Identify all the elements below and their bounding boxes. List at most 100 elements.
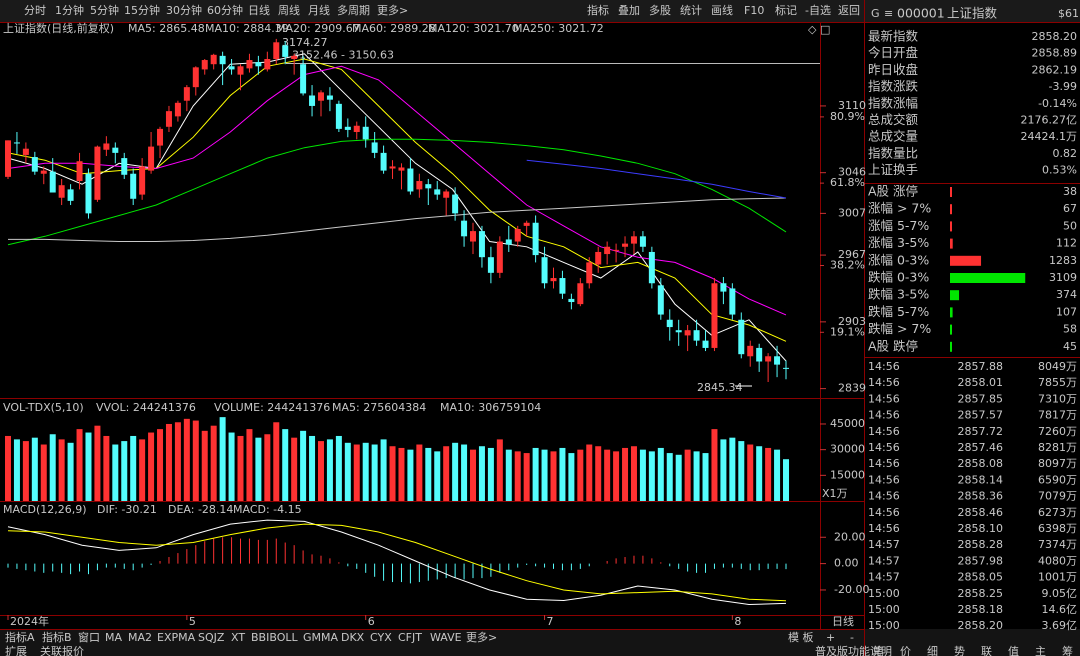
quote-label: 总成交额: [868, 112, 919, 127]
indicator-tab[interactable]: GMMA: [303, 631, 339, 644]
volume-bar: [94, 425, 101, 501]
status-item[interactable]: 扩展: [5, 644, 27, 656]
window-icons[interactable]: ◇ □: [808, 23, 830, 36]
status-item[interactable]: 势: [954, 645, 965, 656]
toolbar-button[interactable]: -自选: [805, 4, 831, 17]
toolbar-tab[interactable]: 15分钟: [124, 3, 160, 17]
volume-bar: [264, 434, 271, 501]
quote-label: 总成交量: [868, 129, 918, 144]
toolbar-tab[interactable]: 5分钟: [90, 3, 119, 17]
candle-body: [219, 55, 226, 65]
status-item[interactable]: 联: [981, 645, 992, 656]
toolbar-button[interactable]: 画线: [711, 3, 733, 17]
toolbar-tab[interactable]: 周线: [278, 3, 300, 17]
candle-body: [309, 95, 316, 106]
indicator-tab[interactable]: MA: [105, 631, 122, 644]
candle-body: [478, 231, 485, 258]
toolbar-button[interactable]: 多股: [649, 3, 671, 17]
indicator-tab[interactable]: MA2: [128, 631, 152, 644]
quote-label: 指数涨幅: [868, 95, 918, 110]
toolbar-tab[interactable]: 月线: [308, 3, 330, 17]
indicator-tab[interactable]: WAVE: [430, 631, 462, 644]
indicator-tab[interactable]: DKX: [341, 631, 365, 644]
indicator-tab[interactable]: 窗口: [78, 630, 100, 644]
volume-bar: [720, 439, 727, 501]
status-item[interactable]: 笔: [873, 644, 884, 656]
tick-time: 14:56: [868, 506, 900, 519]
candle-body: [693, 330, 700, 341]
indicator-tab[interactable]: XT: [231, 631, 245, 644]
toolbar-tab[interactable]: 1分钟: [55, 3, 84, 17]
candle-body: [532, 222, 539, 256]
candle-body: [452, 194, 459, 214]
macd-tick-label: -20.00: [834, 583, 869, 596]
status-item[interactable]: 细: [927, 645, 938, 656]
volume-bar: [452, 442, 459, 501]
volume-bar: [5, 435, 11, 501]
indicator-tab[interactable]: BBIBOLL: [251, 631, 298, 644]
indicator-tab[interactable]: 指标B: [42, 630, 72, 644]
tick-price: 2858.08: [958, 457, 1004, 470]
tick-time: 14:56: [868, 392, 900, 405]
candle-body: [353, 125, 360, 133]
template-button[interactable]: +: [826, 631, 835, 644]
status-item[interactable]: 筹: [1062, 644, 1073, 656]
volume-bar: [639, 449, 646, 501]
toolbar-button[interactable]: 统计: [680, 4, 702, 17]
candle-body: [210, 54, 217, 65]
tick-volume: 7855万: [1038, 376, 1077, 389]
indicator-tab[interactable]: SQJZ: [198, 631, 225, 644]
y-tick-label: 3046: [838, 166, 866, 179]
indicator-tab[interactable]: 更多>: [466, 630, 497, 644]
status-item[interactable]: 主: [1035, 645, 1046, 656]
candle-body: [13, 142, 20, 144]
template-button[interactable]: -: [850, 631, 854, 644]
tick-price: 2857.72: [958, 425, 1004, 438]
toolbar-button[interactable]: 指标: [587, 3, 609, 17]
candle-body: [407, 168, 414, 192]
status-item[interactable]: 关联报价: [40, 644, 84, 656]
candle-body: [711, 283, 718, 348]
candle-body: [443, 191, 450, 198]
tick-time: 15:00: [868, 603, 900, 616]
candle-body: [76, 161, 83, 182]
indicator-tab[interactable]: 指标A: [5, 630, 35, 644]
toolbar-tab[interactable]: 60分钟: [207, 3, 243, 17]
status-item[interactable]: 价: [900, 645, 911, 656]
breadth-bar: [950, 341, 952, 352]
candle-body: [157, 128, 164, 146]
volume-bar: [192, 420, 199, 501]
volume-bar: [210, 425, 217, 501]
candle-body: [246, 60, 253, 69]
quote-label: 昨日收盘: [868, 62, 918, 77]
candle-body: [237, 66, 244, 75]
breadth-label: 跌幅 5-7%: [868, 304, 929, 319]
tick-price: 2858.20: [958, 619, 1004, 632]
volume-bar: [675, 454, 682, 501]
status-item[interactable]: 普及版功能说明: [815, 644, 892, 656]
template-button[interactable]: 模 板: [788, 630, 814, 644]
indicator-tab[interactable]: EXPMA: [157, 631, 196, 644]
status-item[interactable]: 值: [1008, 645, 1019, 656]
volume-bar: [103, 435, 110, 501]
quote-menu[interactable]: ≡: [884, 7, 893, 20]
toolbar-tab[interactable]: 分时: [24, 4, 46, 17]
toolbar-tab[interactable]: 日线: [248, 3, 270, 17]
toolbar-tab[interactable]: 30分钟: [166, 3, 202, 17]
tick-volume: 6590万: [1038, 473, 1077, 486]
toolbar-button[interactable]: 返回: [838, 4, 860, 17]
volume-bar: [237, 435, 244, 501]
toolbar-tab[interactable]: 更多>: [377, 3, 408, 17]
tick-volume: 6273万: [1038, 506, 1077, 519]
indicator-tab[interactable]: CYX: [370, 631, 392, 644]
tick-volume: 8049万: [1038, 360, 1077, 373]
toolbar-button[interactable]: 叠加: [618, 4, 640, 17]
toolbar-tab[interactable]: 多周期: [337, 3, 370, 17]
toolbar-button[interactable]: 标记: [775, 3, 797, 17]
candle-body: [541, 257, 548, 284]
candle-body: [5, 140, 11, 177]
toolbar-button[interactable]: F10: [744, 4, 764, 17]
indicator-tab[interactable]: CFJT: [398, 631, 422, 644]
tick-price: 2857.57: [958, 409, 1004, 422]
